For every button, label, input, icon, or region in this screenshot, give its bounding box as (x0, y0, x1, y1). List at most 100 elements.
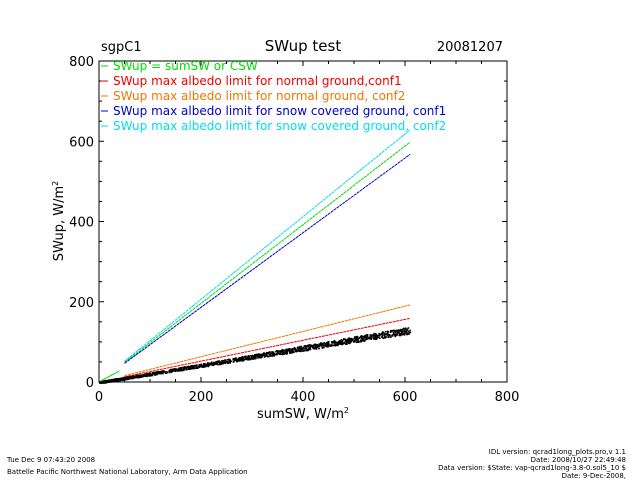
observation-point (258, 353, 261, 355)
observation-point (402, 329, 404, 332)
observation-point (153, 372, 156, 374)
observation-point (371, 334, 374, 336)
observation-point (342, 338, 345, 341)
observation-point (186, 368, 188, 371)
observation-point (327, 342, 330, 345)
observation-point (244, 356, 246, 359)
observation-point (259, 353, 262, 356)
observation-point (128, 377, 131, 380)
observation-point (383, 332, 386, 335)
observation-point (381, 331, 384, 333)
observation-point (327, 343, 330, 346)
observation-point (291, 350, 293, 352)
observation-point (312, 345, 315, 348)
observation-point (109, 380, 112, 383)
observation-point (157, 371, 160, 373)
observation-point (316, 346, 319, 349)
observation-point (355, 341, 358, 344)
observation-point (381, 334, 384, 337)
observation-point (408, 333, 410, 335)
observation-point (396, 334, 398, 336)
series-line-green-origin (98, 370, 120, 383)
observation-point (265, 354, 268, 357)
observation-point (314, 343, 316, 346)
observation-point (366, 336, 368, 338)
observation-point (336, 344, 338, 346)
observation-point (379, 337, 381, 339)
observation-point (288, 348, 290, 350)
observation-point (111, 378, 114, 381)
observation-point (236, 359, 238, 362)
observation-point (253, 356, 256, 359)
observation-point (339, 340, 342, 342)
observation-point (312, 347, 315, 350)
observation-point (291, 349, 294, 352)
observation-point (309, 344, 312, 346)
observation-point (135, 374, 138, 377)
observation-point (184, 367, 187, 369)
observation-point (393, 329, 396, 332)
observation-point (372, 337, 375, 339)
observation-point (409, 331, 412, 334)
observation-point (144, 373, 147, 375)
legend-entry: SWup max albedo limit for normal ground,… (113, 89, 405, 103)
observation-point (203, 363, 205, 365)
observation-point (188, 366, 190, 368)
observation-point (204, 362, 206, 365)
observation-point (237, 357, 240, 360)
observation-point (351, 339, 354, 342)
observation-point (119, 377, 122, 380)
observation-point (113, 380, 116, 382)
observation-point (303, 347, 305, 350)
observation-point (334, 344, 337, 347)
observation-point (206, 362, 209, 364)
observation-point (370, 334, 372, 336)
observation-point (115, 378, 118, 380)
observation-point (309, 345, 312, 348)
observation-point (363, 337, 365, 339)
observation-point (315, 345, 317, 348)
observation-point (120, 379, 122, 381)
observation-point (283, 352, 286, 355)
legend-entry: SWup max albedo limit for normal ground,… (113, 74, 402, 88)
observation-point (264, 353, 267, 355)
observation-point (304, 349, 306, 352)
observation-point (160, 370, 163, 373)
observation-point (321, 346, 324, 349)
observation-point (150, 373, 153, 376)
chart-title: SWup test (265, 37, 342, 55)
observation-point (198, 366, 201, 369)
observation-point (350, 337, 353, 340)
observation-point (336, 341, 338, 344)
observation-point (399, 333, 401, 335)
observation-point (204, 364, 206, 366)
observation-point (257, 354, 259, 357)
observation-point (260, 356, 262, 359)
observation-point (312, 346, 314, 349)
observation-point (102, 382, 105, 384)
observation-point (267, 352, 269, 354)
site-label: sgpC1 (101, 40, 142, 55)
observation-point (337, 342, 340, 344)
observation-point (324, 345, 327, 347)
observation-point (288, 349, 291, 352)
observation-point (296, 349, 298, 352)
observation-point (169, 369, 171, 372)
observation-point (318, 345, 321, 348)
observation-point (258, 354, 260, 357)
observation-point (334, 343, 336, 345)
y-tick-label: 400 (69, 216, 94, 231)
observation-point (305, 349, 308, 351)
observation-point (297, 348, 299, 350)
observation-point (404, 332, 407, 335)
observation-point (213, 361, 216, 364)
observation-point (220, 361, 222, 363)
observation-point (239, 357, 241, 359)
observation-point (398, 334, 401, 337)
observation-point (275, 350, 278, 352)
observation-point (353, 337, 356, 340)
observation-point (208, 363, 210, 365)
observation-point (178, 367, 180, 370)
observation-point (187, 368, 190, 370)
observation-point (298, 347, 301, 349)
